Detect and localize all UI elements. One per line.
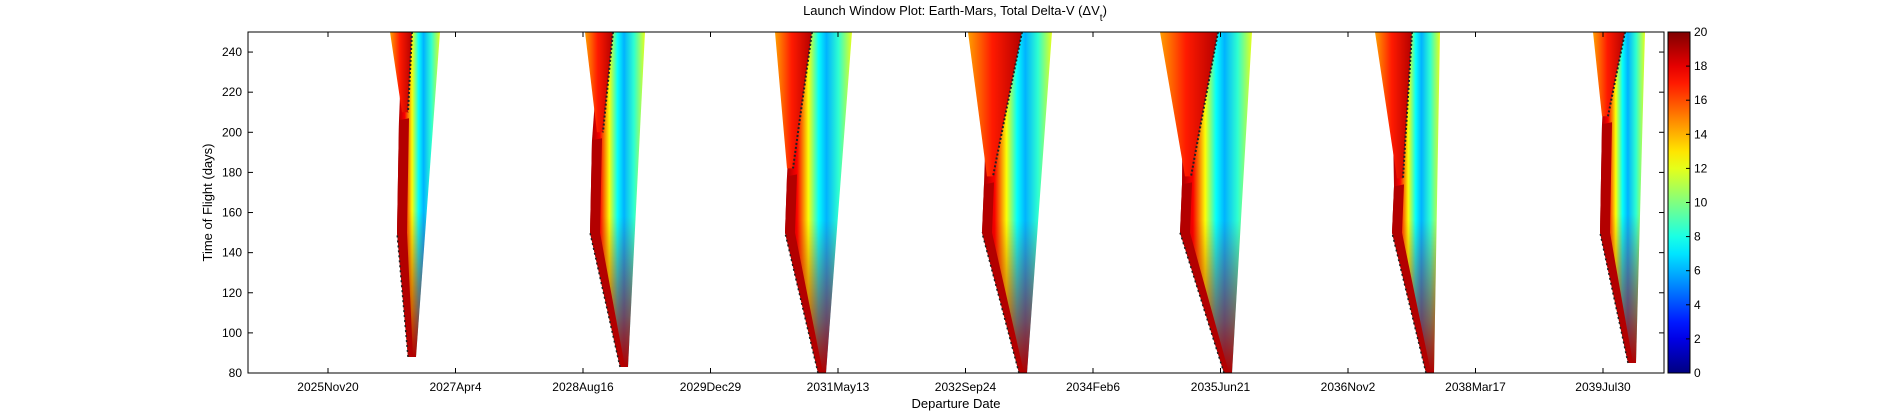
early-departure-cone bbox=[1375, 32, 1412, 179]
x-tick-label: 2031May13 bbox=[807, 380, 870, 394]
colorbar-tick-label: 6 bbox=[1694, 264, 1701, 278]
window-boundary bbox=[407, 31, 413, 113]
window-boundary bbox=[981, 232, 1020, 374]
plot-area bbox=[390, 31, 1645, 374]
launch-window-1 bbox=[390, 31, 440, 358]
launch-window-7 bbox=[1593, 31, 1645, 364]
x-tick-label: 2036Nov2 bbox=[1321, 380, 1376, 394]
window-boundary bbox=[1391, 232, 1427, 374]
high-delta-v-edge bbox=[1600, 122, 1633, 363]
colorbar-tick-label: 10 bbox=[1694, 196, 1708, 210]
x-tick-label: 2028Aug16 bbox=[552, 380, 614, 394]
x-axis: 2025Nov20 2027Apr4 2028Aug16 2029Dec29 2031M… bbox=[297, 32, 1631, 394]
y-axis: 80 100 120 140 160 180 200 220 240 bbox=[222, 45, 1664, 380]
colorbar-tick-label: 8 bbox=[1694, 230, 1701, 244]
colorbar-tick-label: 12 bbox=[1694, 161, 1708, 175]
y-tick-label: 240 bbox=[222, 45, 242, 59]
launch-window-4 bbox=[968, 31, 1052, 374]
colorbar-tick-label: 16 bbox=[1694, 93, 1708, 107]
high-delta-v-edge bbox=[590, 138, 625, 367]
early-departure-cone bbox=[585, 32, 613, 133]
colorbar-tick-label: 14 bbox=[1694, 127, 1708, 141]
y-tick-label: 180 bbox=[222, 165, 242, 179]
window-boundary bbox=[784, 232, 819, 374]
launch-window-2 bbox=[585, 31, 645, 368]
colorbar-tick-label: 2 bbox=[1694, 332, 1701, 346]
y-axis-title: Time of Flight (days) bbox=[200, 144, 215, 262]
window-boundary bbox=[602, 31, 614, 133]
x-tick-label: 2027Apr4 bbox=[429, 380, 481, 394]
window-boundary bbox=[992, 31, 1023, 177]
chart-title: Launch Window Plot: Earth-Mars, Total De… bbox=[803, 3, 1107, 24]
window-boundary bbox=[1402, 31, 1413, 179]
y-tick-label: 80 bbox=[229, 366, 243, 380]
high-delta-v-edge bbox=[982, 182, 1024, 373]
window-boundary bbox=[1190, 31, 1219, 177]
x-tick-label: 2039Jul30 bbox=[1575, 380, 1631, 394]
window-boundary bbox=[396, 232, 409, 358]
y-tick-label: 100 bbox=[222, 326, 242, 340]
launch-window-6 bbox=[1375, 31, 1440, 374]
colorbar-tick-label: 4 bbox=[1694, 298, 1701, 312]
y-tick-label: 220 bbox=[222, 85, 242, 99]
window-boundary bbox=[1599, 232, 1629, 364]
high-delta-v-edge bbox=[1180, 182, 1229, 373]
y-tick-label: 140 bbox=[222, 246, 242, 260]
launch-window-5 bbox=[1160, 31, 1252, 374]
x-tick-label: 2032Sep24 bbox=[935, 380, 997, 394]
early-departure-cone bbox=[390, 32, 412, 113]
early-departure-cone bbox=[775, 32, 812, 169]
early-departure-cone bbox=[968, 32, 1022, 177]
x-axis-title: Departure Date bbox=[912, 396, 1001, 411]
x-tick-label: 2035Jun21 bbox=[1191, 380, 1251, 394]
early-departure-cone bbox=[1593, 32, 1625, 117]
colorbar: 0 2 4 6 8 10 12 14 16 18 20 bbox=[1667, 25, 1708, 380]
y-tick-label: 160 bbox=[222, 206, 242, 220]
early-departure-cone bbox=[1160, 32, 1218, 177]
x-tick-label: 2025Nov20 bbox=[297, 380, 359, 394]
high-delta-v-edge bbox=[397, 118, 413, 357]
colorbar-tick-label: 0 bbox=[1694, 366, 1701, 380]
x-tick-label: 2034Feb6 bbox=[1066, 380, 1120, 394]
x-tick-label: 2038Mar17 bbox=[1445, 380, 1506, 394]
window-boundary bbox=[792, 31, 813, 169]
y-tick-label: 200 bbox=[222, 125, 242, 139]
y-tick-label: 120 bbox=[222, 286, 242, 300]
high-delta-v-edge bbox=[785, 174, 823, 373]
x-tick-label: 2029Dec29 bbox=[680, 380, 742, 394]
high-delta-v-edge bbox=[1392, 184, 1431, 373]
plot-frame bbox=[247, 31, 1665, 374]
colorbar-tick-label: 18 bbox=[1694, 59, 1708, 73]
launch-window-3 bbox=[775, 31, 852, 374]
colorbar-tick-label: 20 bbox=[1694, 25, 1708, 39]
